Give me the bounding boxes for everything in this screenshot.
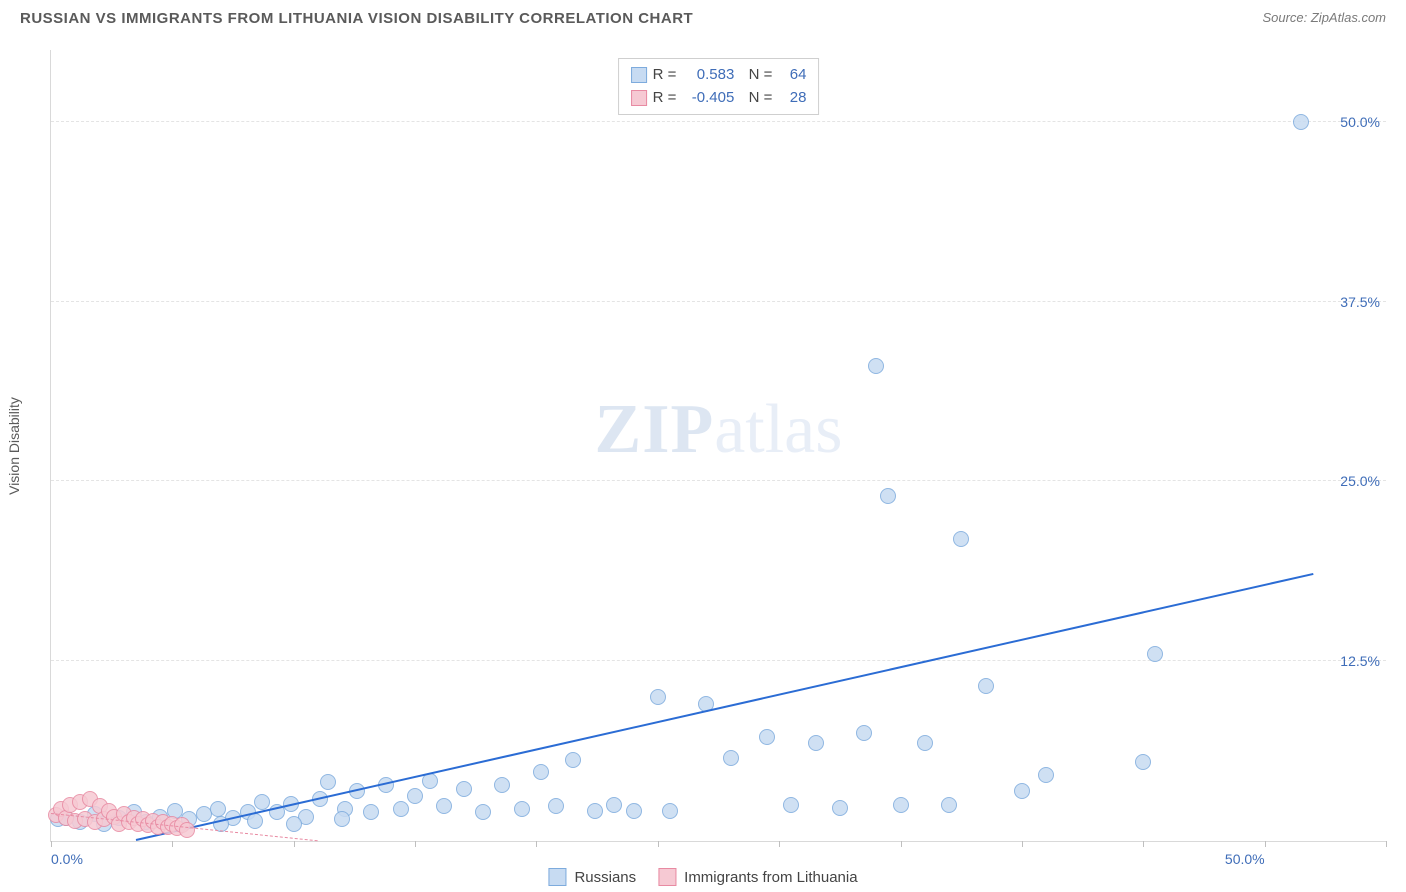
- data-point: [626, 803, 642, 819]
- data-point: [759, 729, 775, 745]
- data-point: [407, 788, 423, 804]
- x-tick: [658, 841, 659, 847]
- data-point: [334, 811, 350, 827]
- data-point: [856, 725, 872, 741]
- data-point: [1293, 114, 1309, 130]
- chart-title: RUSSIAN VS IMMIGRANTS FROM LITHUANIA VIS…: [20, 10, 693, 27]
- data-point: [456, 781, 472, 797]
- data-point: [1147, 646, 1163, 662]
- y-tick-label: 50.0%: [1340, 114, 1380, 130]
- data-point: [868, 358, 884, 374]
- x-tick-label: 0.0%: [51, 851, 83, 867]
- data-point: [953, 531, 969, 547]
- y-axis-label: Vision Disability: [6, 397, 22, 495]
- x-tick: [415, 841, 416, 847]
- data-point: [436, 798, 452, 814]
- data-point: [723, 750, 739, 766]
- data-point: [254, 794, 270, 810]
- scatter-chart: ZIPatlas R =0.583 N =64R =-0.405 N =28 1…: [50, 50, 1386, 842]
- data-point: [650, 689, 666, 705]
- x-tick: [901, 841, 902, 847]
- data-point: [514, 801, 530, 817]
- legend-item: Immigrants from Lithuania: [658, 868, 857, 886]
- data-point: [1038, 767, 1054, 783]
- x-tick: [51, 841, 52, 847]
- data-point: [978, 678, 994, 694]
- source-attribution: Source: ZipAtlas.com: [1262, 10, 1386, 25]
- y-tick-label: 25.0%: [1340, 473, 1380, 489]
- stats-legend: R =0.583 N =64R =-0.405 N =28: [618, 58, 820, 115]
- data-point: [832, 800, 848, 816]
- x-tick: [294, 841, 295, 847]
- x-tick: [779, 841, 780, 847]
- watermark: ZIPatlas: [595, 390, 843, 470]
- y-tick-label: 12.5%: [1340, 653, 1380, 669]
- data-point: [1135, 754, 1151, 770]
- stats-legend-row: R =0.583 N =64: [631, 64, 807, 87]
- data-point: [783, 797, 799, 813]
- data-point: [565, 752, 581, 768]
- data-point: [606, 797, 622, 813]
- data-point: [893, 797, 909, 813]
- x-tick: [1386, 841, 1387, 847]
- data-point: [548, 798, 564, 814]
- y-tick-label: 37.5%: [1340, 294, 1380, 310]
- x-tick: [172, 841, 173, 847]
- gridline: [51, 121, 1386, 122]
- data-point: [393, 801, 409, 817]
- data-point: [917, 735, 933, 751]
- data-point: [1014, 783, 1030, 799]
- data-point: [494, 777, 510, 793]
- data-point: [808, 735, 824, 751]
- x-tick: [1143, 841, 1144, 847]
- series-legend: Russians Immigrants from Lithuania: [548, 868, 857, 886]
- data-point: [662, 803, 678, 819]
- gridline: [51, 480, 1386, 481]
- gridline: [51, 301, 1386, 302]
- data-point: [587, 803, 603, 819]
- gridline: [51, 660, 1386, 661]
- stats-legend-row: R =-0.405 N =28: [631, 87, 807, 110]
- legend-item: Russians: [548, 868, 636, 886]
- data-point: [533, 764, 549, 780]
- trend-line: [136, 573, 1314, 841]
- data-point: [475, 804, 491, 820]
- data-point: [941, 797, 957, 813]
- data-point: [320, 774, 336, 790]
- data-point: [363, 804, 379, 820]
- x-tick: [1265, 841, 1266, 847]
- data-point: [880, 488, 896, 504]
- x-tick-label: 50.0%: [1225, 851, 1265, 867]
- x-tick: [536, 841, 537, 847]
- data-point: [179, 822, 195, 838]
- x-tick: [1022, 841, 1023, 847]
- data-point: [286, 816, 302, 832]
